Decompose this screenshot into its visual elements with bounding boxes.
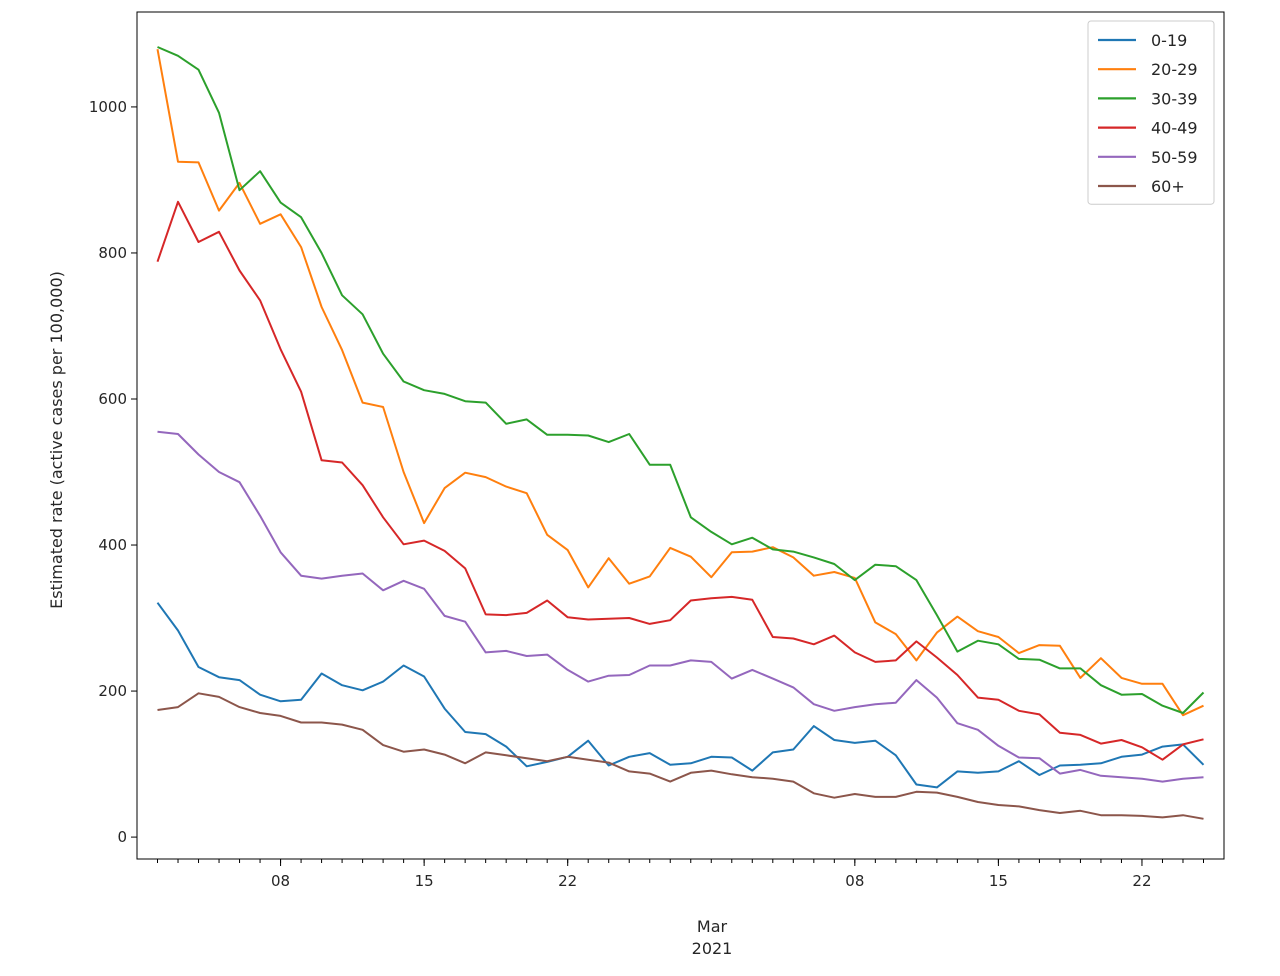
y-tick-label: 1000 xyxy=(89,98,127,116)
x-tick-label: 08 xyxy=(271,872,290,890)
legend-entry-50-59: 50-59 xyxy=(1151,148,1198,167)
legend-entry-40-49: 40-49 xyxy=(1151,119,1198,138)
plot-area xyxy=(156,46,1205,820)
legend-entry-20-29: 20-29 xyxy=(1151,60,1198,79)
legend-entry-0-19: 0-19 xyxy=(1151,31,1187,50)
x-axis-label-month: Mar xyxy=(697,917,728,936)
plot-frame xyxy=(136,11,1225,860)
y-tick-label: 0 xyxy=(117,828,127,846)
legend-entry-30-39: 30-39 xyxy=(1151,89,1198,108)
series-line-50-59 xyxy=(157,430,1204,783)
x-axis-label-year: 2021 xyxy=(692,939,733,958)
series-line-60+ xyxy=(157,692,1204,820)
series-line-30-39 xyxy=(157,46,1205,714)
series-line-0-19 xyxy=(156,602,1205,789)
y-tick-label: 400 xyxy=(98,536,127,554)
axes: 0 200 400 600 800 1000 08 15 22 08 15 22 xyxy=(89,11,1225,890)
legend: 0-19 20-29 30-39 40-49 50-59 60+ xyxy=(1087,20,1215,205)
y-tick-label: 600 xyxy=(98,390,127,408)
y-axis-label: Estimated rate (active cases per 100,000… xyxy=(47,271,66,609)
y-tick-label: 200 xyxy=(98,682,127,700)
series-line-40-49 xyxy=(156,200,1204,761)
x-tick-label: 22 xyxy=(1132,872,1151,890)
x-tick-label: 15 xyxy=(415,872,434,890)
x-tick-label: 08 xyxy=(845,872,864,890)
series-line-20-29 xyxy=(156,49,1204,717)
y-tick-label: 800 xyxy=(98,244,127,262)
legend-entry-60+: 60+ xyxy=(1151,177,1185,196)
x-tick-label: 22 xyxy=(558,872,577,890)
x-tick-label: 15 xyxy=(989,872,1008,890)
legend-box xyxy=(1087,20,1215,205)
